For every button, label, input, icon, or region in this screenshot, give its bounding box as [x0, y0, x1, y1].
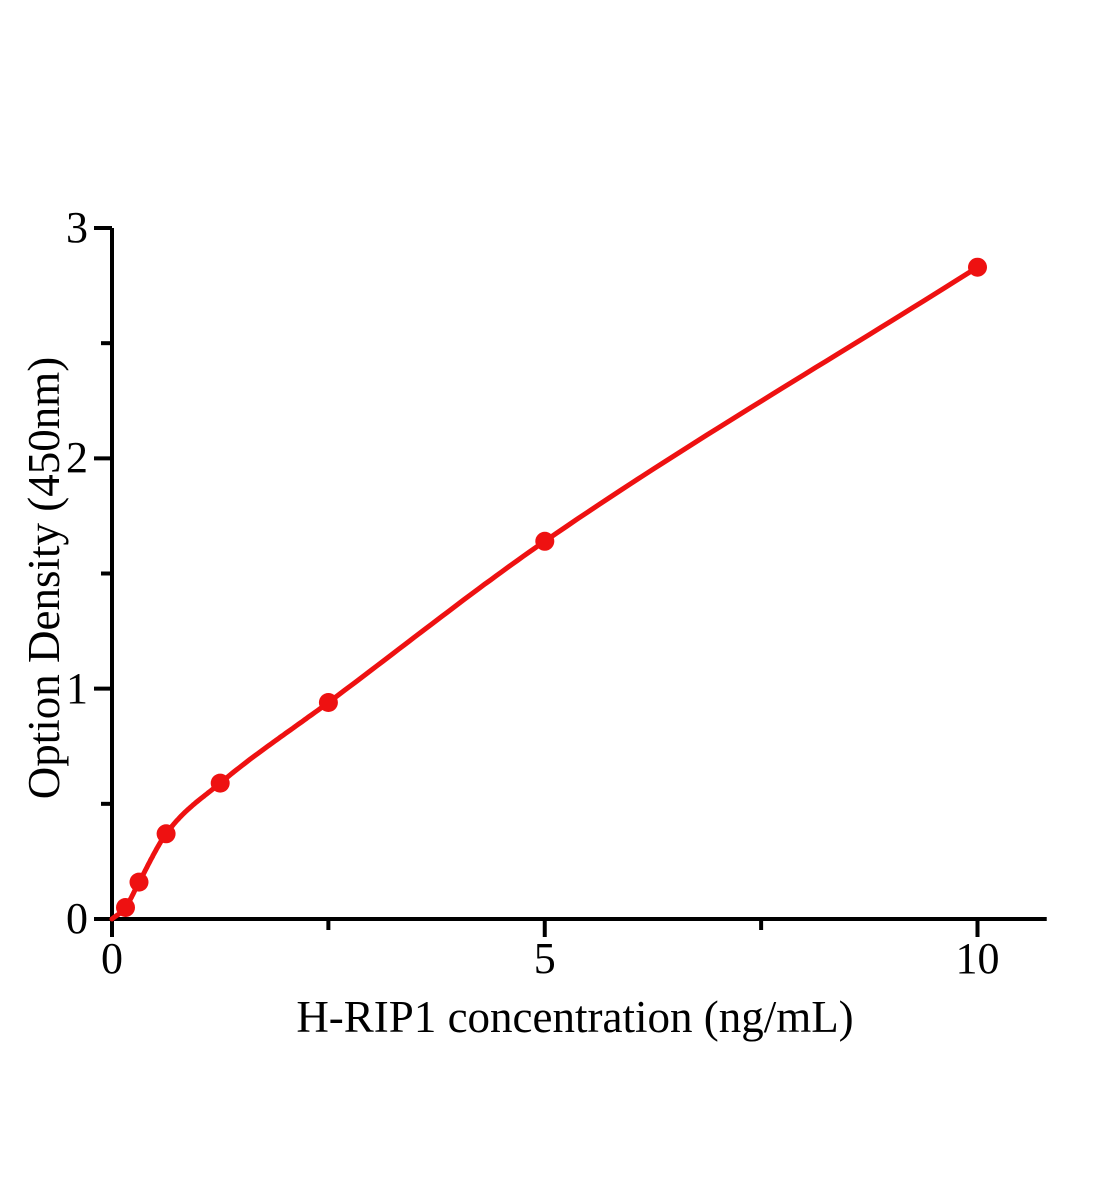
data-point — [210, 773, 230, 793]
fit-curve — [109, 264, 980, 922]
data-point — [129, 872, 149, 892]
x-tick-label: 0 — [101, 934, 123, 983]
y-tick-label: 1 — [66, 663, 88, 713]
data-point — [116, 898, 135, 917]
y-axis-title: Option Density (450nm) — [19, 356, 69, 800]
y-tick-label: 3 — [66, 203, 88, 252]
data-point — [156, 824, 176, 844]
x-tick-label: 5 — [533, 934, 556, 983]
y-tick-label: 0 — [66, 894, 88, 943]
x-axis-title: H-RIP1 concentration (ng/mL) — [296, 992, 854, 1042]
data-point — [318, 693, 338, 712]
data-point — [535, 531, 555, 551]
y-tick-label: 2 — [66, 433, 88, 483]
data-point — [968, 257, 987, 277]
x-tick-label: 10 — [955, 934, 1000, 983]
